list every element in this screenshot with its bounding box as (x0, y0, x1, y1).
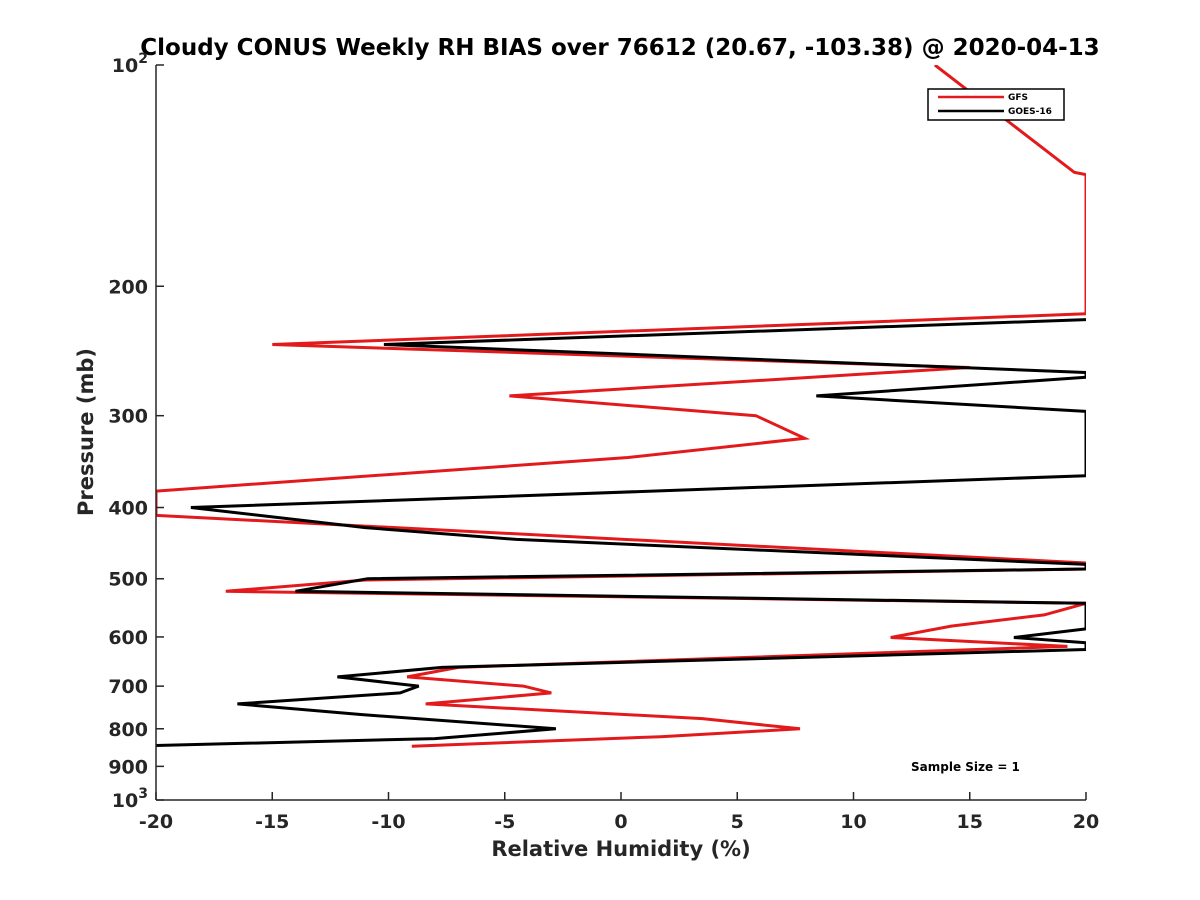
x-tick-label: -10 (371, 811, 405, 833)
chart-title: Cloudy CONUS Weekly RH BIAS over 76612 (… (140, 35, 1099, 61)
y-tick-base: 900 (108, 756, 148, 778)
y-tick-label: 800 (108, 719, 148, 741)
x-tick-label: 0 (614, 811, 627, 833)
y-tick-label: 600 (108, 627, 148, 649)
y-tick-label: 200 (108, 276, 148, 298)
y-tick-base: 700 (108, 676, 148, 698)
y-tick-base: 800 (108, 719, 148, 741)
series-group (156, 65, 1086, 748)
y-tick-base: 600 (108, 627, 148, 649)
y-tick-label: 500 (108, 569, 148, 591)
y-tick-label: 400 (108, 498, 148, 520)
legend-label-gfs: GFS (1008, 93, 1028, 103)
legend: GFS GOES-16 (927, 88, 1065, 121)
y-tick-base: 200 (108, 276, 148, 298)
legend-box (927, 88, 1065, 121)
x-tick-label: 10 (840, 811, 866, 833)
x-tick-label: 5 (731, 811, 744, 833)
series-line-goes16 (156, 318, 1086, 747)
y-axis-label: Pressure (mb) (74, 348, 98, 516)
y-tick-base: 10 (112, 790, 138, 812)
x-tick-label: -20 (139, 811, 173, 833)
y-tick-base: 500 (108, 569, 148, 591)
y-tick-label: 700 (108, 676, 148, 698)
x-axis-label: Relative Humidity (%) (491, 837, 750, 861)
y-tick-label: 900 (108, 756, 148, 778)
y-tick-base: 400 (108, 498, 148, 520)
x-ticks: -20 -15 -10 -5 0 5 10 15 20 (139, 792, 1099, 833)
x-tick-label: -5 (494, 811, 515, 833)
legend-label-goes16: GOES-16 (1008, 107, 1052, 117)
x-tick-label: -15 (255, 811, 289, 833)
y-tick-label: 103 (112, 786, 148, 812)
y-tick-exponent: 2 (138, 51, 148, 67)
y-tick-base: 300 (108, 406, 148, 428)
y-tick-base: 10 (112, 55, 138, 77)
sample-size-annotation: Sample Size = 1 (911, 760, 1020, 774)
y-tick-exponent: 3 (138, 786, 148, 802)
x-tick-label: 20 (1073, 811, 1099, 833)
y-tick-label: 102 (112, 51, 148, 77)
x-tick-label: 15 (957, 811, 983, 833)
y-tick-label: 300 (108, 406, 148, 428)
